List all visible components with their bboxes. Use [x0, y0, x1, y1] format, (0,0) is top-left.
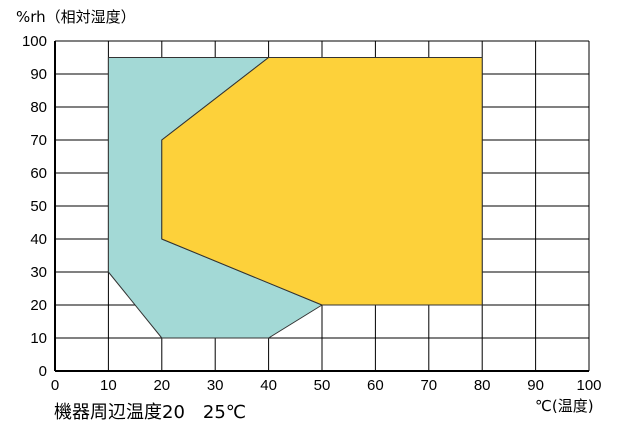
y-tick-label-80: 80	[30, 99, 47, 116]
y-tick-label-0: 0	[39, 363, 47, 380]
y-tick-label-30: 30	[30, 264, 47, 281]
y-tick-label-60: 60	[30, 165, 47, 182]
x-tick-label-80: 80	[474, 377, 491, 394]
x-tick-labels: 0 10 20 30 40 50 60 70 80 90 100	[51, 377, 602, 394]
regions	[107, 57, 483, 339]
y-tick-label-100: 100	[22, 33, 47, 50]
x-tick-label-60: 60	[367, 377, 384, 394]
x-tick-label-90: 90	[527, 377, 544, 394]
y-tick-label-40: 40	[30, 231, 47, 248]
axes	[54, 41, 589, 372]
x-tick-label-100: 100	[576, 377, 601, 394]
y-tick-label-10: 10	[30, 330, 47, 347]
x-tick-label-30: 30	[207, 377, 224, 394]
x-tick-label-40: 40	[260, 377, 277, 394]
y-axis-label: %rh（相対湿度）	[16, 8, 136, 26]
x-tick-label-20: 20	[153, 377, 170, 394]
chart-caption: 機器周辺温度20 25℃	[54, 402, 246, 423]
x-tick-label-10: 10	[100, 377, 117, 394]
y-tick-label-90: 90	[30, 66, 47, 83]
region-2	[161, 57, 483, 306]
x-tick-label-50: 50	[314, 377, 331, 394]
y-tick-label-70: 70	[30, 132, 47, 149]
y-tick-label-20: 20	[30, 297, 47, 314]
y-tick-labels: 0 10 20 30 40 50 60 70 80 90 100	[22, 33, 47, 380]
x-axis-label: ℃(温度)	[535, 397, 594, 415]
y-tick-label-50: 50	[30, 198, 47, 215]
x-tick-label-70: 70	[420, 377, 437, 394]
x-tick-label-0: 0	[51, 377, 59, 394]
